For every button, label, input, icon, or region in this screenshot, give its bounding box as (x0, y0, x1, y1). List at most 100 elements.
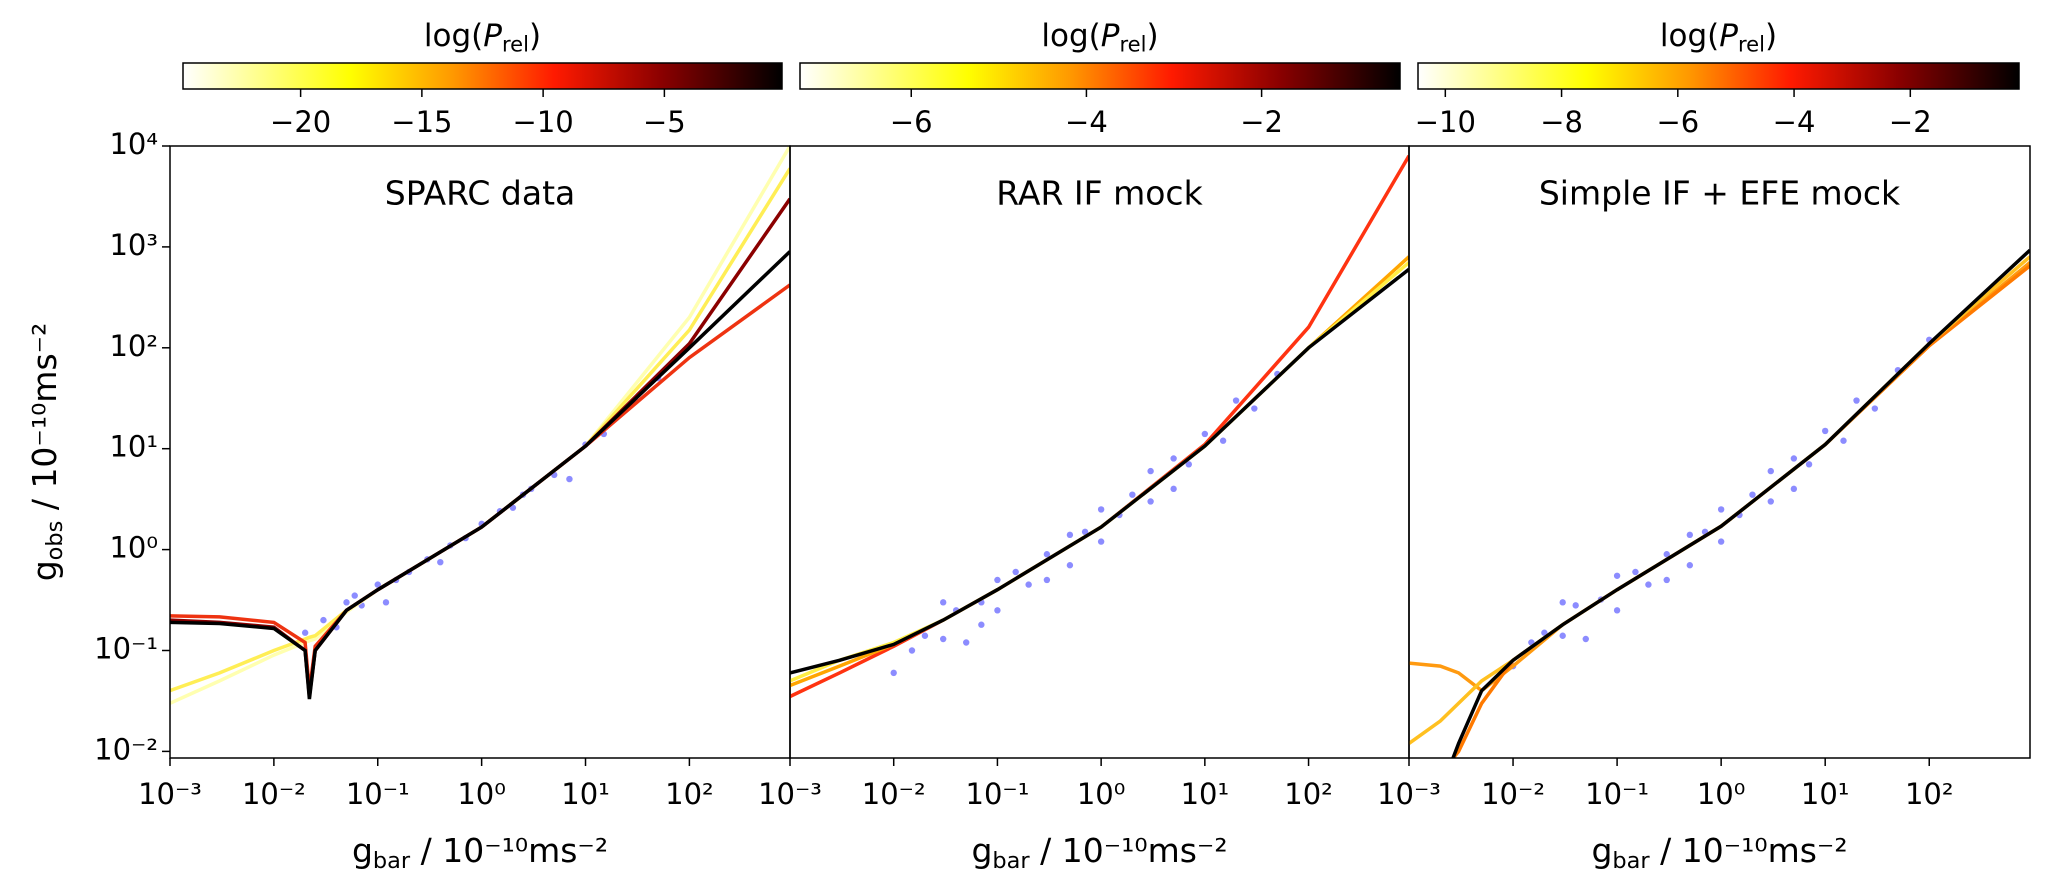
colorbar-tick-label: −20 (270, 105, 331, 139)
data-point (320, 616, 327, 624)
label-part: P (1719, 18, 1738, 54)
data-point (1686, 531, 1694, 539)
axis-label: log(Prel) (424, 18, 541, 57)
curve (170, 250, 790, 700)
data-point (1043, 576, 1051, 584)
curve (170, 283, 790, 691)
data-point (1170, 455, 1177, 462)
x-tick-label: 10⁻² (242, 777, 306, 811)
plot-area (1409, 248, 2030, 758)
data-point (1129, 491, 1136, 498)
label-part: ) (1146, 18, 1158, 54)
x-tick-label: 10⁻¹ (346, 777, 410, 811)
colorbar-tick-label: −4 (1065, 105, 1108, 139)
label-part: ) (1765, 18, 1777, 54)
data-point (1613, 572, 1621, 579)
axis-label: gbar / 10⁻¹⁰ms⁻² (352, 831, 608, 874)
data-point (1821, 427, 1829, 435)
label-part: P (483, 18, 502, 54)
data-point (1572, 602, 1579, 609)
data-point (1012, 568, 1019, 576)
colorbar-tick-label: −2 (1240, 105, 1283, 139)
curve (170, 167, 790, 693)
y-tick-label: 10⁻² (94, 732, 158, 766)
axis-label: gobs / 10⁻¹⁰ms⁻² (25, 323, 68, 582)
data-point (978, 621, 985, 628)
label-part: g (1591, 831, 1612, 870)
data-point (1767, 467, 1774, 475)
colorbar-tick-label: −10 (1415, 105, 1476, 139)
x-tick-label: 10⁻² (862, 777, 926, 811)
data-point (1686, 562, 1694, 569)
data-point (1632, 568, 1639, 576)
data-point (1232, 397, 1240, 404)
data-point (1749, 491, 1756, 498)
data-point (963, 639, 970, 646)
label-part: log( (1041, 18, 1100, 54)
curve (1409, 261, 2030, 693)
colorbar-tick-label: −5 (643, 105, 686, 139)
panel-title: SPARC data (385, 174, 575, 213)
data-point (1871, 405, 1879, 412)
subscript: rel (502, 32, 529, 57)
data-point (1645, 581, 1652, 588)
axis-label: log(Prel) (1660, 18, 1777, 57)
data-point (1066, 562, 1074, 569)
data-point (890, 669, 897, 677)
data-point (1805, 461, 1813, 468)
colorbar-tick-label: −10 (513, 105, 574, 139)
data-point (1790, 485, 1798, 493)
label-part: log( (1660, 18, 1719, 54)
x-tick-label: 10² (1905, 777, 1954, 811)
x-tick-label: 10⁰ (457, 777, 506, 811)
data-point (1147, 467, 1154, 475)
data-point (1185, 461, 1192, 468)
data-point (1043, 551, 1051, 558)
data-point (921, 632, 929, 639)
data-point (939, 599, 947, 606)
curve (1451, 248, 2030, 758)
data-point (1097, 506, 1105, 513)
data-point (1201, 430, 1209, 438)
data-point (1066, 531, 1074, 539)
data-point (1081, 528, 1089, 536)
data-point (566, 475, 573, 483)
data-point (374, 581, 381, 588)
colorbar-tick-label: −6 (890, 105, 933, 139)
data-point (343, 599, 350, 606)
colorbar-tick-label: −8 (1540, 105, 1583, 139)
data-point (1147, 498, 1154, 505)
panel-title: RAR IF mock (996, 174, 1203, 213)
colorbar-tick-label: −4 (1773, 105, 1816, 139)
curve (790, 255, 1409, 688)
axes-frame (1408, 145, 2031, 759)
data-point (1251, 405, 1258, 412)
label-part: g (25, 560, 64, 581)
y-tick-label: 10⁴ (109, 127, 158, 161)
colorbar-tick-label: −15 (391, 105, 452, 139)
x-tick-label: 10⁻³ (758, 777, 822, 811)
y-tick-label: 10¹ (109, 430, 158, 464)
label-part: / 10⁻¹⁰ms⁻² (25, 323, 64, 521)
y-tick-label: 10⁻¹ (94, 631, 158, 665)
data-point (1541, 629, 1548, 636)
label-part: g (352, 831, 373, 870)
x-tick-label: 10⁻² (1481, 777, 1545, 811)
data-point (437, 559, 444, 566)
curve (790, 261, 1409, 683)
data-point (1840, 437, 1847, 444)
x-tick-label: 10⁻¹ (966, 777, 1030, 811)
x-tick-label: 10² (665, 777, 714, 811)
data-point (1767, 498, 1774, 505)
data-point (994, 576, 1001, 584)
x-tick-label: 10¹ (561, 777, 610, 811)
data-point (1559, 632, 1566, 639)
axes-frame (169, 145, 791, 759)
data-point (1853, 397, 1860, 404)
data-point (1559, 599, 1566, 606)
x-tick-label: 10⁰ (1077, 777, 1126, 811)
data-point (994, 607, 1001, 614)
data-point (1219, 437, 1227, 444)
data-point (1582, 635, 1589, 643)
